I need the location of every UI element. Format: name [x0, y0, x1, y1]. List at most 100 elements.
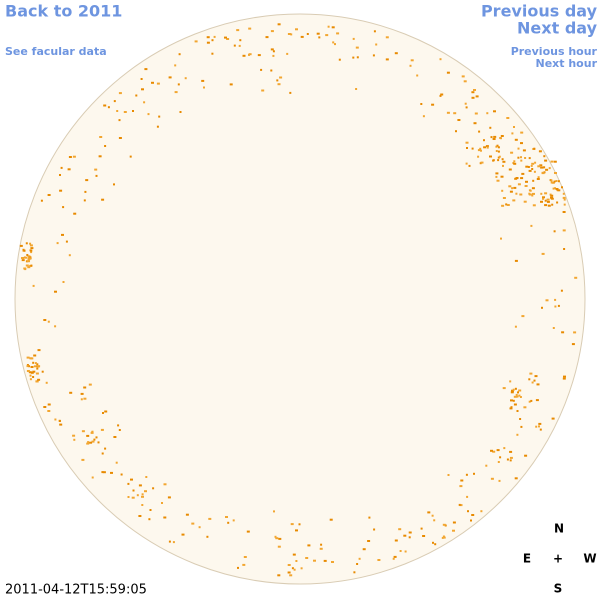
facula: [420, 103, 423, 105]
facula: [529, 372, 533, 375]
facula: [278, 537, 282, 540]
facula: [512, 199, 516, 202]
facula: [94, 168, 98, 171]
facula: [478, 130, 481, 133]
facula: [211, 39, 214, 42]
facula: [239, 39, 242, 42]
facula: [443, 536, 446, 539]
facula: [510, 399, 513, 402]
facula: [442, 523, 446, 526]
facula: [510, 151, 514, 154]
facula: [107, 106, 110, 109]
facula: [557, 180, 560, 183]
facula: [501, 158, 504, 161]
facula: [520, 142, 523, 145]
facula: [178, 53, 181, 56]
facula: [392, 557, 395, 560]
facula: [509, 380, 512, 383]
facula: [47, 320, 50, 323]
facula: [547, 204, 551, 207]
facula: [483, 139, 485, 142]
facula: [129, 155, 132, 158]
facula: [104, 410, 108, 413]
facula: [29, 378, 32, 381]
facula: [521, 172, 525, 175]
facula: [520, 425, 523, 428]
facula: [514, 177, 518, 180]
facula: [290, 33, 293, 36]
facula: [527, 166, 530, 168]
facula: [54, 290, 57, 293]
facula: [553, 160, 557, 163]
facula: [331, 561, 334, 563]
facula: [58, 419, 61, 422]
facula: [521, 315, 525, 318]
facula: [513, 160, 516, 163]
facula: [33, 365, 37, 368]
facula: [473, 122, 477, 125]
facula: [385, 36, 389, 39]
facula: [329, 518, 333, 521]
back-link[interactable]: Back to 2011: [5, 2, 122, 21]
facula: [101, 452, 104, 455]
facula: [83, 397, 87, 400]
facula: [373, 30, 376, 33]
facula: [368, 516, 371, 519]
facula: [226, 38, 230, 40]
facula: [546, 200, 550, 203]
facula: [29, 242, 32, 245]
facula: [537, 176, 540, 179]
facular-link[interactable]: See facular data: [5, 45, 107, 58]
facula: [30, 357, 34, 360]
facula: [242, 54, 246, 57]
previous-day-link[interactable]: Previous day: [481, 2, 598, 21]
facula: [493, 110, 496, 113]
facula: [554, 305, 557, 308]
facula: [277, 574, 281, 577]
facula: [540, 166, 544, 169]
facula: [542, 196, 545, 199]
facula: [148, 518, 151, 521]
facula: [307, 544, 311, 547]
facula: [538, 425, 540, 428]
facula: [95, 436, 98, 439]
facula: [243, 556, 247, 558]
facula: [101, 198, 105, 201]
facula: [43, 406, 47, 408]
facula: [431, 103, 435, 106]
facula: [84, 190, 87, 193]
facula: [518, 394, 521, 397]
next-hour-link[interactable]: Next hour: [536, 57, 598, 70]
facula: [59, 174, 61, 176]
facula: [319, 547, 323, 550]
facula: [409, 64, 412, 67]
facula: [141, 504, 144, 506]
facula: [562, 211, 566, 213]
facula: [539, 428, 542, 431]
previous-hour-link[interactable]: Previous hour: [511, 45, 598, 58]
facula: [485, 145, 489, 148]
facula: [452, 521, 456, 524]
facula: [73, 212, 77, 215]
next-day-link[interactable]: Next day: [517, 19, 598, 38]
facula: [334, 43, 336, 46]
facula: [295, 28, 298, 31]
facula: [41, 370, 44, 373]
facula: [81, 430, 85, 433]
facula: [495, 150, 498, 152]
facula: [459, 485, 463, 488]
facula: [563, 203, 566, 206]
facula: [506, 458, 509, 461]
facula: [248, 53, 252, 56]
facula: [355, 46, 359, 49]
facula: [562, 196, 566, 199]
facula: [372, 54, 375, 57]
facula: [398, 528, 402, 531]
facula: [158, 115, 161, 118]
facula: [242, 563, 246, 566]
facula: [514, 259, 518, 262]
facula: [174, 91, 178, 94]
facula: [496, 144, 499, 147]
facula: [45, 381, 48, 384]
facula: [156, 125, 159, 128]
